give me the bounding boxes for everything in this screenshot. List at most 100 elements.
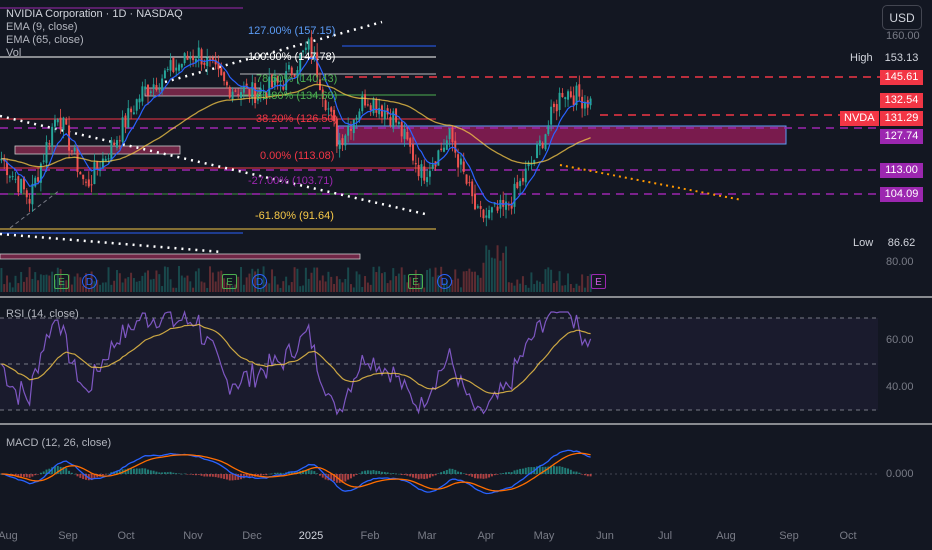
candle-body[interactable] (132, 112, 135, 115)
candle-body[interactable] (214, 59, 217, 65)
candle-body[interactable] (304, 47, 307, 51)
candle-body[interactable] (65, 119, 68, 125)
candle-body[interactable] (513, 183, 516, 207)
candle-body[interactable] (420, 164, 423, 178)
candle-body[interactable] (474, 193, 476, 210)
candle-body[interactable] (62, 117, 65, 130)
candle-body[interactable] (11, 176, 14, 178)
candle-body[interactable] (96, 161, 99, 170)
candle-body[interactable] (172, 57, 175, 73)
candle-body[interactable] (561, 92, 564, 98)
candle-body[interactable] (372, 98, 375, 114)
candle-body[interactable] (93, 162, 96, 185)
candle-body[interactable] (163, 70, 166, 79)
candle-body[interactable] (344, 135, 347, 146)
candle-body[interactable] (180, 63, 183, 68)
candle-body[interactable] (68, 125, 71, 151)
candle-body[interactable] (31, 183, 34, 205)
candle-body[interactable] (242, 86, 245, 93)
candle-body[interactable] (17, 176, 20, 193)
candle-body[interactable] (99, 169, 102, 171)
candle-body[interactable] (39, 163, 42, 183)
candle-body[interactable] (457, 154, 460, 168)
candle-body[interactable] (321, 89, 324, 99)
candle-body[interactable] (240, 92, 243, 98)
candle-body[interactable] (231, 91, 234, 100)
candle-body[interactable] (409, 138, 412, 147)
candle-body[interactable] (426, 177, 429, 183)
candle-body[interactable] (431, 164, 434, 169)
candle-body[interactable] (211, 57, 214, 60)
candle-body[interactable] (510, 203, 513, 209)
candle-body[interactable] (70, 150, 73, 152)
candle-body[interactable] (397, 121, 400, 125)
upcoming-earnings-marker[interactable]: E (591, 274, 606, 289)
candle-body[interactable] (42, 160, 45, 162)
candle-body[interactable] (567, 91, 570, 100)
candle-body[interactable] (282, 86, 285, 90)
candle-body[interactable] (28, 199, 31, 204)
candle-body[interactable] (358, 111, 361, 121)
candle-body[interactable] (428, 170, 431, 177)
candle-body[interactable] (451, 127, 454, 143)
candle-body[interactable] (53, 119, 56, 127)
candle-body[interactable] (414, 163, 417, 165)
candle-body[interactable] (265, 92, 268, 98)
earnings-marker[interactable]: E (222, 274, 237, 289)
candle-body[interactable] (352, 119, 355, 134)
candle-body[interactable] (502, 200, 505, 207)
candle-body[interactable] (499, 199, 502, 209)
candle-body[interactable] (48, 143, 51, 145)
candle-body[interactable] (341, 138, 344, 146)
candle-body[interactable] (161, 78, 164, 92)
candle-body[interactable] (203, 62, 206, 65)
candle-body[interactable] (448, 128, 451, 140)
candle-body[interactable] (471, 181, 474, 197)
candle-body[interactable] (135, 99, 138, 111)
candle-body[interactable] (217, 62, 220, 70)
candle-body[interactable] (90, 184, 93, 186)
candle-body[interactable] (51, 126, 54, 147)
candle-body[interactable] (116, 140, 118, 148)
candle-body[interactable] (290, 67, 293, 76)
candle-body[interactable] (378, 108, 381, 115)
candle-body[interactable] (330, 107, 333, 112)
candle-body[interactable] (299, 54, 302, 72)
candle-body[interactable] (110, 140, 113, 161)
candle-body[interactable] (228, 86, 231, 98)
candle-body[interactable] (14, 178, 17, 180)
candle-body[interactable] (118, 140, 121, 142)
candle-body[interactable] (558, 92, 561, 110)
candle-body[interactable] (459, 158, 462, 165)
candle-body[interactable] (361, 95, 364, 112)
candle-body[interactable] (234, 90, 237, 92)
candle-body[interactable] (479, 206, 482, 209)
candle-body[interactable] (20, 178, 23, 193)
candle-body[interactable] (73, 147, 76, 152)
vol-legend[interactable]: Vol (6, 47, 22, 59)
candle-body[interactable] (578, 84, 581, 97)
candle-body[interactable] (273, 77, 276, 86)
candle-body[interactable] (155, 85, 158, 91)
candle-body[interactable] (569, 91, 572, 98)
candle-body[interactable] (192, 55, 195, 61)
candle-body[interactable] (251, 82, 254, 99)
candle-body[interactable] (445, 140, 448, 150)
candle-body[interactable] (104, 158, 107, 161)
candle-body[interactable] (276, 76, 279, 83)
candle-body[interactable] (237, 94, 240, 96)
currency-button[interactable]: USD (882, 5, 922, 30)
candle-body[interactable] (505, 201, 508, 210)
candle-body[interactable] (583, 101, 586, 109)
candle-body[interactable] (496, 206, 499, 211)
macd-legend[interactable]: MACD (12, 26, close) (6, 437, 112, 449)
candle-body[interactable] (338, 140, 341, 149)
candle-body[interactable] (310, 37, 313, 57)
candle-body[interactable] (462, 161, 465, 172)
candle-body[interactable] (555, 104, 558, 112)
candle-body[interactable] (316, 52, 319, 78)
candle-body[interactable] (225, 81, 228, 86)
candle-body[interactable] (423, 166, 426, 181)
candle-body[interactable] (144, 86, 147, 90)
